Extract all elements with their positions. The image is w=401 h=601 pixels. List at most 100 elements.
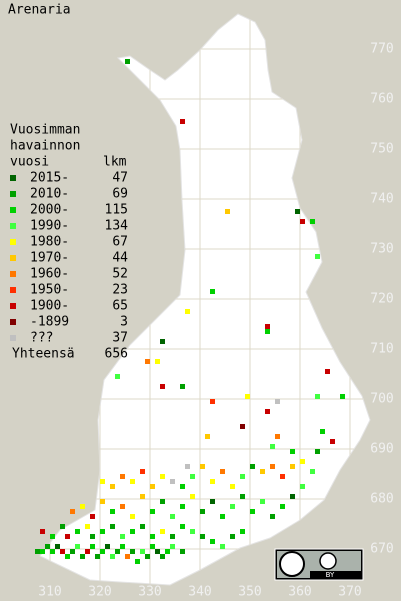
observation-cell	[280, 504, 285, 509]
observation-cell	[110, 509, 115, 514]
observation-cell	[45, 544, 50, 549]
observation-cell	[125, 554, 130, 559]
observation-cell	[230, 484, 235, 489]
observation-cell	[150, 534, 155, 539]
legend-label: 2015-	[30, 171, 69, 186]
observation-cell	[245, 394, 250, 399]
observation-cell	[220, 544, 225, 549]
observation-cell	[325, 369, 330, 374]
y-tick-label: 690	[370, 442, 393, 457]
observation-cell	[300, 484, 305, 489]
observation-cell	[260, 469, 265, 474]
license-text: BY	[326, 571, 335, 579]
y-tick-label: 670	[370, 542, 393, 557]
observation-cell	[330, 439, 335, 444]
observation-cell	[110, 554, 115, 559]
observation-cell	[250, 509, 255, 514]
x-tick-label: 360	[288, 585, 311, 600]
observation-cell	[210, 399, 215, 404]
y-tick-label: 750	[370, 142, 393, 157]
observation-cell	[275, 434, 280, 439]
legend-label: 1990-	[30, 219, 69, 234]
x-tick-label: 340	[188, 585, 211, 600]
observation-cell	[290, 449, 295, 454]
y-tick-label: 730	[370, 242, 393, 257]
legend-label: 1970-	[30, 251, 69, 266]
observation-cell	[180, 504, 185, 509]
observation-cell	[340, 394, 345, 399]
observation-cell	[300, 219, 305, 224]
observation-cell	[70, 549, 75, 554]
observation-cell	[90, 544, 95, 549]
legend-swatch	[10, 271, 16, 277]
observation-cell	[260, 499, 265, 504]
legend-label: 1980-	[30, 235, 69, 250]
observation-cell	[200, 509, 205, 514]
observation-cell	[170, 534, 175, 539]
observation-cell	[200, 534, 205, 539]
observation-cell	[200, 464, 205, 469]
observation-cell	[55, 544, 60, 549]
observation-cell	[310, 219, 315, 224]
observation-cell	[120, 534, 125, 539]
observation-cell	[275, 399, 280, 404]
observation-cell	[180, 384, 185, 389]
legend-swatch	[10, 303, 16, 309]
observation-cell	[40, 529, 45, 534]
observation-cell	[60, 549, 65, 554]
observation-cell	[270, 464, 275, 469]
legend-label: 1950-	[30, 283, 69, 298]
observation-cell	[240, 494, 245, 499]
legend-count: 52	[112, 267, 128, 282]
observation-cell	[100, 499, 105, 504]
observation-cell	[270, 444, 275, 449]
observation-cell	[315, 254, 320, 259]
legend-count-header: lkm	[103, 155, 127, 170]
observation-cell	[130, 549, 135, 554]
legend-total: 656	[105, 347, 128, 362]
y-tick-label: 680	[370, 492, 393, 507]
legend-swatch	[10, 319, 16, 325]
observation-cell	[270, 514, 275, 519]
observation-cell	[110, 524, 115, 529]
observation-cell	[140, 494, 145, 499]
x-tick-label: 310	[38, 585, 61, 600]
observation-cell	[150, 484, 155, 489]
legend-count: 37	[112, 331, 128, 346]
observation-cell	[180, 549, 185, 554]
observation-cell	[210, 289, 215, 294]
observation-cell	[210, 479, 215, 484]
legend-label: 1960-	[30, 267, 69, 282]
observation-cell	[315, 449, 320, 454]
observation-cell	[140, 469, 145, 474]
observation-cell	[250, 464, 255, 469]
x-tick-label: 320	[88, 585, 111, 600]
observation-cell	[180, 119, 185, 124]
legend-label: 2010-	[30, 187, 69, 202]
x-tick-label: 330	[138, 585, 161, 600]
observation-cell	[290, 494, 295, 499]
observation-cell	[210, 499, 215, 504]
legend-swatch	[10, 287, 16, 293]
observation-cell	[155, 359, 160, 364]
observation-cell	[100, 529, 105, 534]
observation-cell	[160, 474, 165, 479]
y-tick-label: 700	[370, 392, 393, 407]
observation-cell	[150, 509, 155, 514]
observation-cell	[65, 554, 70, 559]
observation-cell	[180, 524, 185, 529]
observation-cell	[220, 514, 225, 519]
observation-cell	[160, 499, 165, 504]
observation-cell	[320, 429, 325, 434]
legend-swatch	[10, 191, 16, 197]
legend-swatch	[10, 239, 16, 245]
observation-cell	[225, 209, 230, 214]
observation-cell	[230, 534, 235, 539]
observation-cell	[50, 549, 55, 554]
observation-cell	[70, 509, 75, 514]
observation-cell	[295, 209, 300, 214]
legend-header: vuosi	[10, 155, 49, 170]
y-tick-label: 710	[370, 342, 393, 357]
observation-cell	[120, 544, 125, 549]
